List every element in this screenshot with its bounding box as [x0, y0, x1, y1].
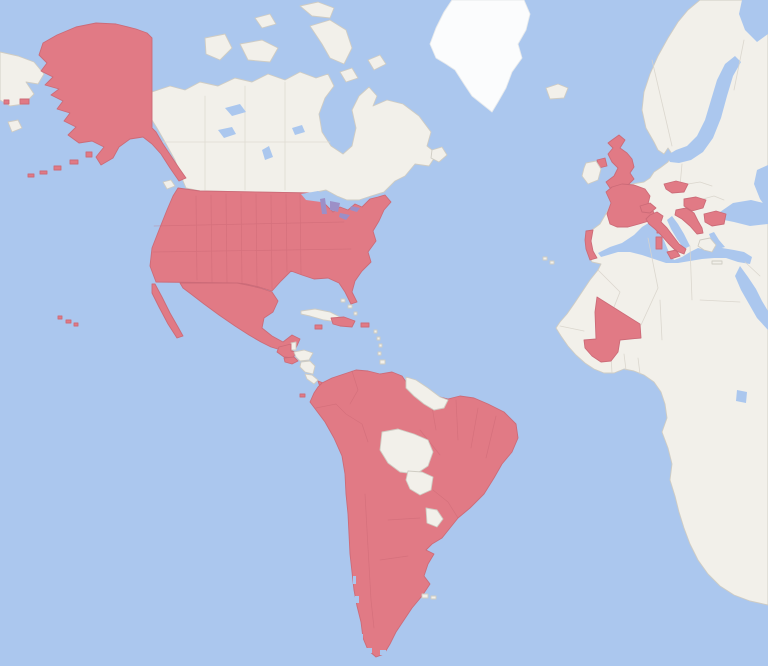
region-bolivia[interactable] — [379, 428, 434, 475]
region-alaska[interactable] — [38, 22, 187, 182]
adriatic-sea — [667, 216, 690, 249]
region-honduras[interactable] — [293, 349, 314, 362]
region-canadian-arctic-islands[interactable] — [204, 1, 387, 83]
region-czechia[interactable] — [663, 180, 689, 194]
region-el-salvador[interactable] — [283, 356, 299, 365]
region-greenland[interactable] — [429, 0, 531, 113]
region-paraguay[interactable] — [405, 470, 434, 496]
canada-province-borders — [161, 81, 331, 191]
region-hawaii[interactable] — [57, 315, 79, 327]
region-ireland[interactable] — [581, 160, 602, 185]
region-croatia-bosnia[interactable] — [674, 207, 704, 235]
region-hispaniola[interactable] — [330, 316, 356, 328]
region-mali[interactable] — [583, 296, 642, 363]
canadian-lakes — [218, 104, 305, 160]
region-guatemala[interactable] — [276, 343, 297, 359]
great-lakes — [320, 198, 360, 220]
region-bahamas[interactable] — [340, 298, 358, 316]
region-newfoundland[interactable] — [430, 146, 448, 163]
region-lesser-antilles[interactable] — [373, 329, 386, 365]
barents-sea — [739, 0, 768, 42]
mediterranean-sea — [598, 222, 752, 264]
region-jamaica[interactable] — [314, 324, 323, 330]
region-aleutian-islands[interactable] — [3, 98, 93, 178]
chile-fjords — [351, 576, 386, 655]
region-galapagos[interactable] — [299, 393, 306, 398]
region-canary-islands[interactable] — [542, 256, 555, 265]
region-vancouver-island[interactable] — [162, 179, 176, 190]
baltic-sea — [666, 56, 741, 163]
region-uruguay[interactable] — [425, 507, 444, 528]
region-iceland[interactable] — [545, 83, 569, 100]
region-puerto-rico[interactable] — [360, 322, 370, 328]
region-costa-rica[interactable] — [304, 373, 319, 385]
region-greece[interactable] — [697, 237, 723, 265]
region-eurasia-africa[interactable] — [555, 0, 768, 606]
us-state-borders — [152, 193, 352, 290]
lake-victoria — [736, 390, 747, 403]
region-switzerland[interactable] — [639, 202, 657, 214]
region-belize[interactable] — [290, 341, 297, 351]
red-sea — [735, 266, 768, 330]
region-italy[interactable] — [645, 211, 687, 260]
region-hungary[interactable] — [683, 196, 707, 212]
region-mexico[interactable] — [151, 282, 301, 354]
caspian-sea — [754, 165, 768, 210]
region-falkland-islands[interactable] — [421, 593, 437, 600]
south-america-internal-borders — [315, 370, 497, 629]
region-nicaragua[interactable] — [299, 360, 316, 375]
black-sea — [720, 200, 768, 226]
aegean-sea — [709, 232, 725, 249]
africa-europe-borders — [559, 39, 761, 375]
region-guyanas[interactable] — [405, 376, 449, 411]
region-bulgaria[interactable] — [703, 210, 727, 227]
region-portugal[interactable] — [584, 229, 598, 261]
